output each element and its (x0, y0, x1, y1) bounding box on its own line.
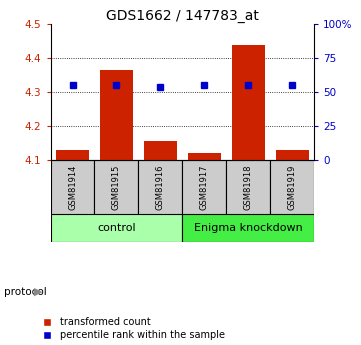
Bar (51, 214, 182, 242)
Text: Enigma knockdown: Enigma knockdown (194, 223, 303, 233)
Text: GSM81916: GSM81916 (156, 165, 165, 210)
Text: ▶: ▶ (34, 287, 43, 296)
Bar (188, 153, 221, 160)
Title: GDS1662 / 147783_at: GDS1662 / 147783_at (106, 9, 259, 23)
Bar (138, 160, 182, 214)
Bar (270, 160, 314, 214)
Text: GSM81915: GSM81915 (112, 165, 121, 210)
Bar (95, 160, 138, 214)
Legend: transformed count, percentile rank within the sample: transformed count, percentile rank withi… (37, 317, 225, 340)
Bar (51, 160, 95, 214)
Text: GSM81919: GSM81919 (288, 165, 297, 210)
Text: control: control (97, 223, 136, 233)
Bar (276, 150, 309, 160)
Bar (56, 150, 89, 160)
Text: protocol: protocol (4, 287, 46, 296)
Bar (100, 70, 133, 160)
Bar (226, 160, 270, 214)
Bar (232, 45, 265, 160)
Text: GSM81918: GSM81918 (244, 165, 253, 210)
Bar (182, 160, 226, 214)
Text: GSM81914: GSM81914 (68, 165, 77, 210)
Text: GSM81917: GSM81917 (200, 165, 209, 210)
Bar (144, 141, 177, 160)
Bar (182, 214, 314, 242)
